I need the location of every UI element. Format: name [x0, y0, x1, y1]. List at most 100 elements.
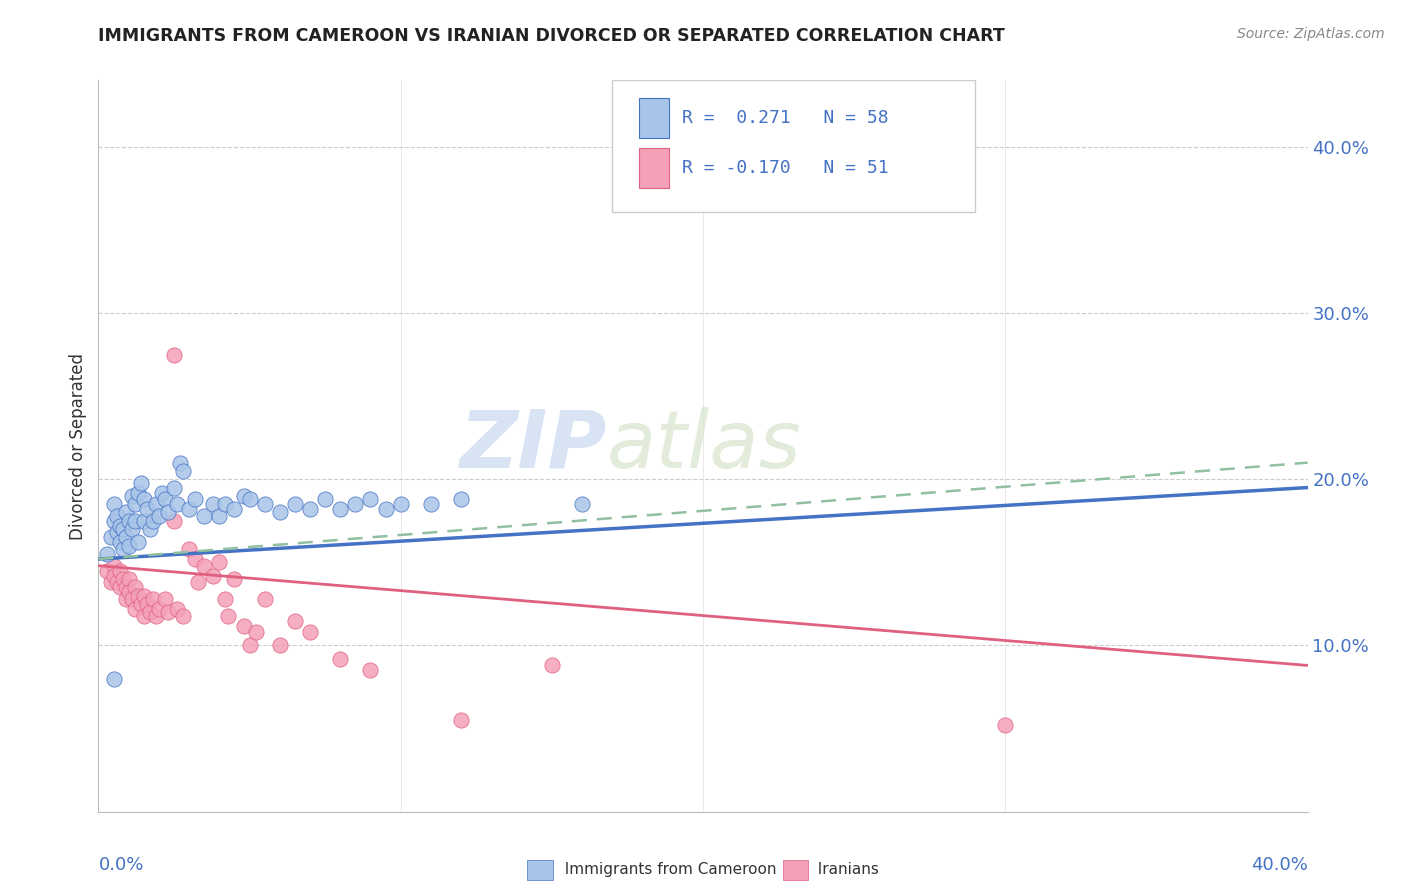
Point	[184, 492, 207, 507]
Text: Immigrants from Cameroon: Immigrants from Cameroon	[555, 863, 778, 877]
Point	[177, 502, 201, 516]
Point	[103, 568, 125, 582]
Point	[193, 508, 215, 523]
Point	[111, 572, 134, 586]
Text: R =  0.271   N = 58: R = 0.271 N = 58	[682, 110, 889, 128]
Point	[163, 514, 186, 528]
Point	[103, 672, 125, 686]
Point	[121, 591, 143, 606]
Point	[114, 591, 136, 606]
Point	[108, 518, 131, 533]
Text: atlas: atlas	[606, 407, 801, 485]
Point	[269, 506, 291, 520]
Point	[177, 542, 201, 557]
Point	[118, 539, 141, 553]
Point	[208, 555, 231, 569]
Point	[284, 614, 307, 628]
Point	[96, 564, 118, 578]
Point	[269, 639, 291, 653]
Text: ZIP: ZIP	[458, 407, 606, 485]
Point	[108, 580, 131, 594]
Point	[111, 522, 134, 536]
Point	[142, 591, 165, 606]
Point	[245, 625, 267, 640]
Point	[148, 508, 170, 523]
Point	[224, 572, 246, 586]
Text: IMMIGRANTS FROM CAMEROON VS IRANIAN DIVORCED OR SEPARATED CORRELATION CHART: IMMIGRANTS FROM CAMEROON VS IRANIAN DIVO…	[98, 27, 1005, 45]
Point	[127, 589, 149, 603]
Point	[132, 514, 155, 528]
Text: Source: ZipAtlas.com: Source: ZipAtlas.com	[1237, 27, 1385, 41]
Point	[360, 664, 382, 678]
Text: 40.0%: 40.0%	[1251, 855, 1308, 873]
Point	[96, 547, 118, 561]
Point	[150, 485, 173, 500]
Point	[253, 591, 276, 606]
Point	[329, 652, 352, 666]
Point	[994, 718, 1017, 732]
Point	[100, 575, 122, 590]
Point	[374, 502, 396, 516]
Text: Iranians: Iranians	[808, 863, 879, 877]
Point	[156, 605, 179, 619]
Point	[145, 497, 167, 511]
Point	[139, 522, 162, 536]
Point	[127, 485, 149, 500]
Bar	[638, 148, 669, 188]
Point	[127, 535, 149, 549]
Point	[232, 489, 254, 503]
Point	[184, 552, 207, 566]
Point	[360, 492, 382, 507]
Point	[114, 580, 136, 594]
Point	[163, 481, 186, 495]
Bar	[638, 98, 669, 138]
Point	[121, 489, 143, 503]
FancyBboxPatch shape	[612, 80, 976, 212]
Point	[124, 497, 146, 511]
Point	[114, 530, 136, 544]
Point	[166, 497, 188, 511]
Point	[139, 605, 162, 619]
Point	[153, 591, 176, 606]
Point	[132, 589, 155, 603]
Point	[202, 497, 225, 511]
Point	[124, 602, 146, 616]
Bar	[783, 860, 808, 880]
Point	[239, 639, 262, 653]
Point	[166, 602, 188, 616]
Point	[214, 591, 236, 606]
Point	[124, 580, 146, 594]
Point	[105, 508, 128, 523]
Point	[111, 542, 134, 557]
Point	[145, 608, 167, 623]
Point	[135, 502, 157, 516]
Point	[217, 608, 239, 623]
Point	[163, 347, 186, 362]
Point	[169, 456, 191, 470]
Text: 0.0%: 0.0%	[98, 855, 143, 873]
Point	[187, 575, 209, 590]
Point	[114, 506, 136, 520]
Point	[450, 714, 472, 728]
Point	[239, 492, 262, 507]
Point	[172, 464, 194, 478]
Point	[105, 575, 128, 590]
Text: R = -0.170   N = 51: R = -0.170 N = 51	[682, 159, 889, 177]
Y-axis label: Divorced or Separated: Divorced or Separated	[69, 352, 87, 540]
Point	[100, 530, 122, 544]
Point	[118, 514, 141, 528]
Point	[214, 497, 236, 511]
Point	[105, 525, 128, 540]
Point	[118, 572, 141, 586]
Point	[103, 497, 125, 511]
Point	[253, 497, 276, 511]
Point	[129, 597, 152, 611]
Point	[103, 558, 125, 573]
Point	[129, 475, 152, 490]
Point	[450, 492, 472, 507]
Point	[202, 568, 225, 582]
Point	[299, 502, 322, 516]
Point	[132, 492, 155, 507]
Point	[571, 497, 593, 511]
Point	[135, 597, 157, 611]
